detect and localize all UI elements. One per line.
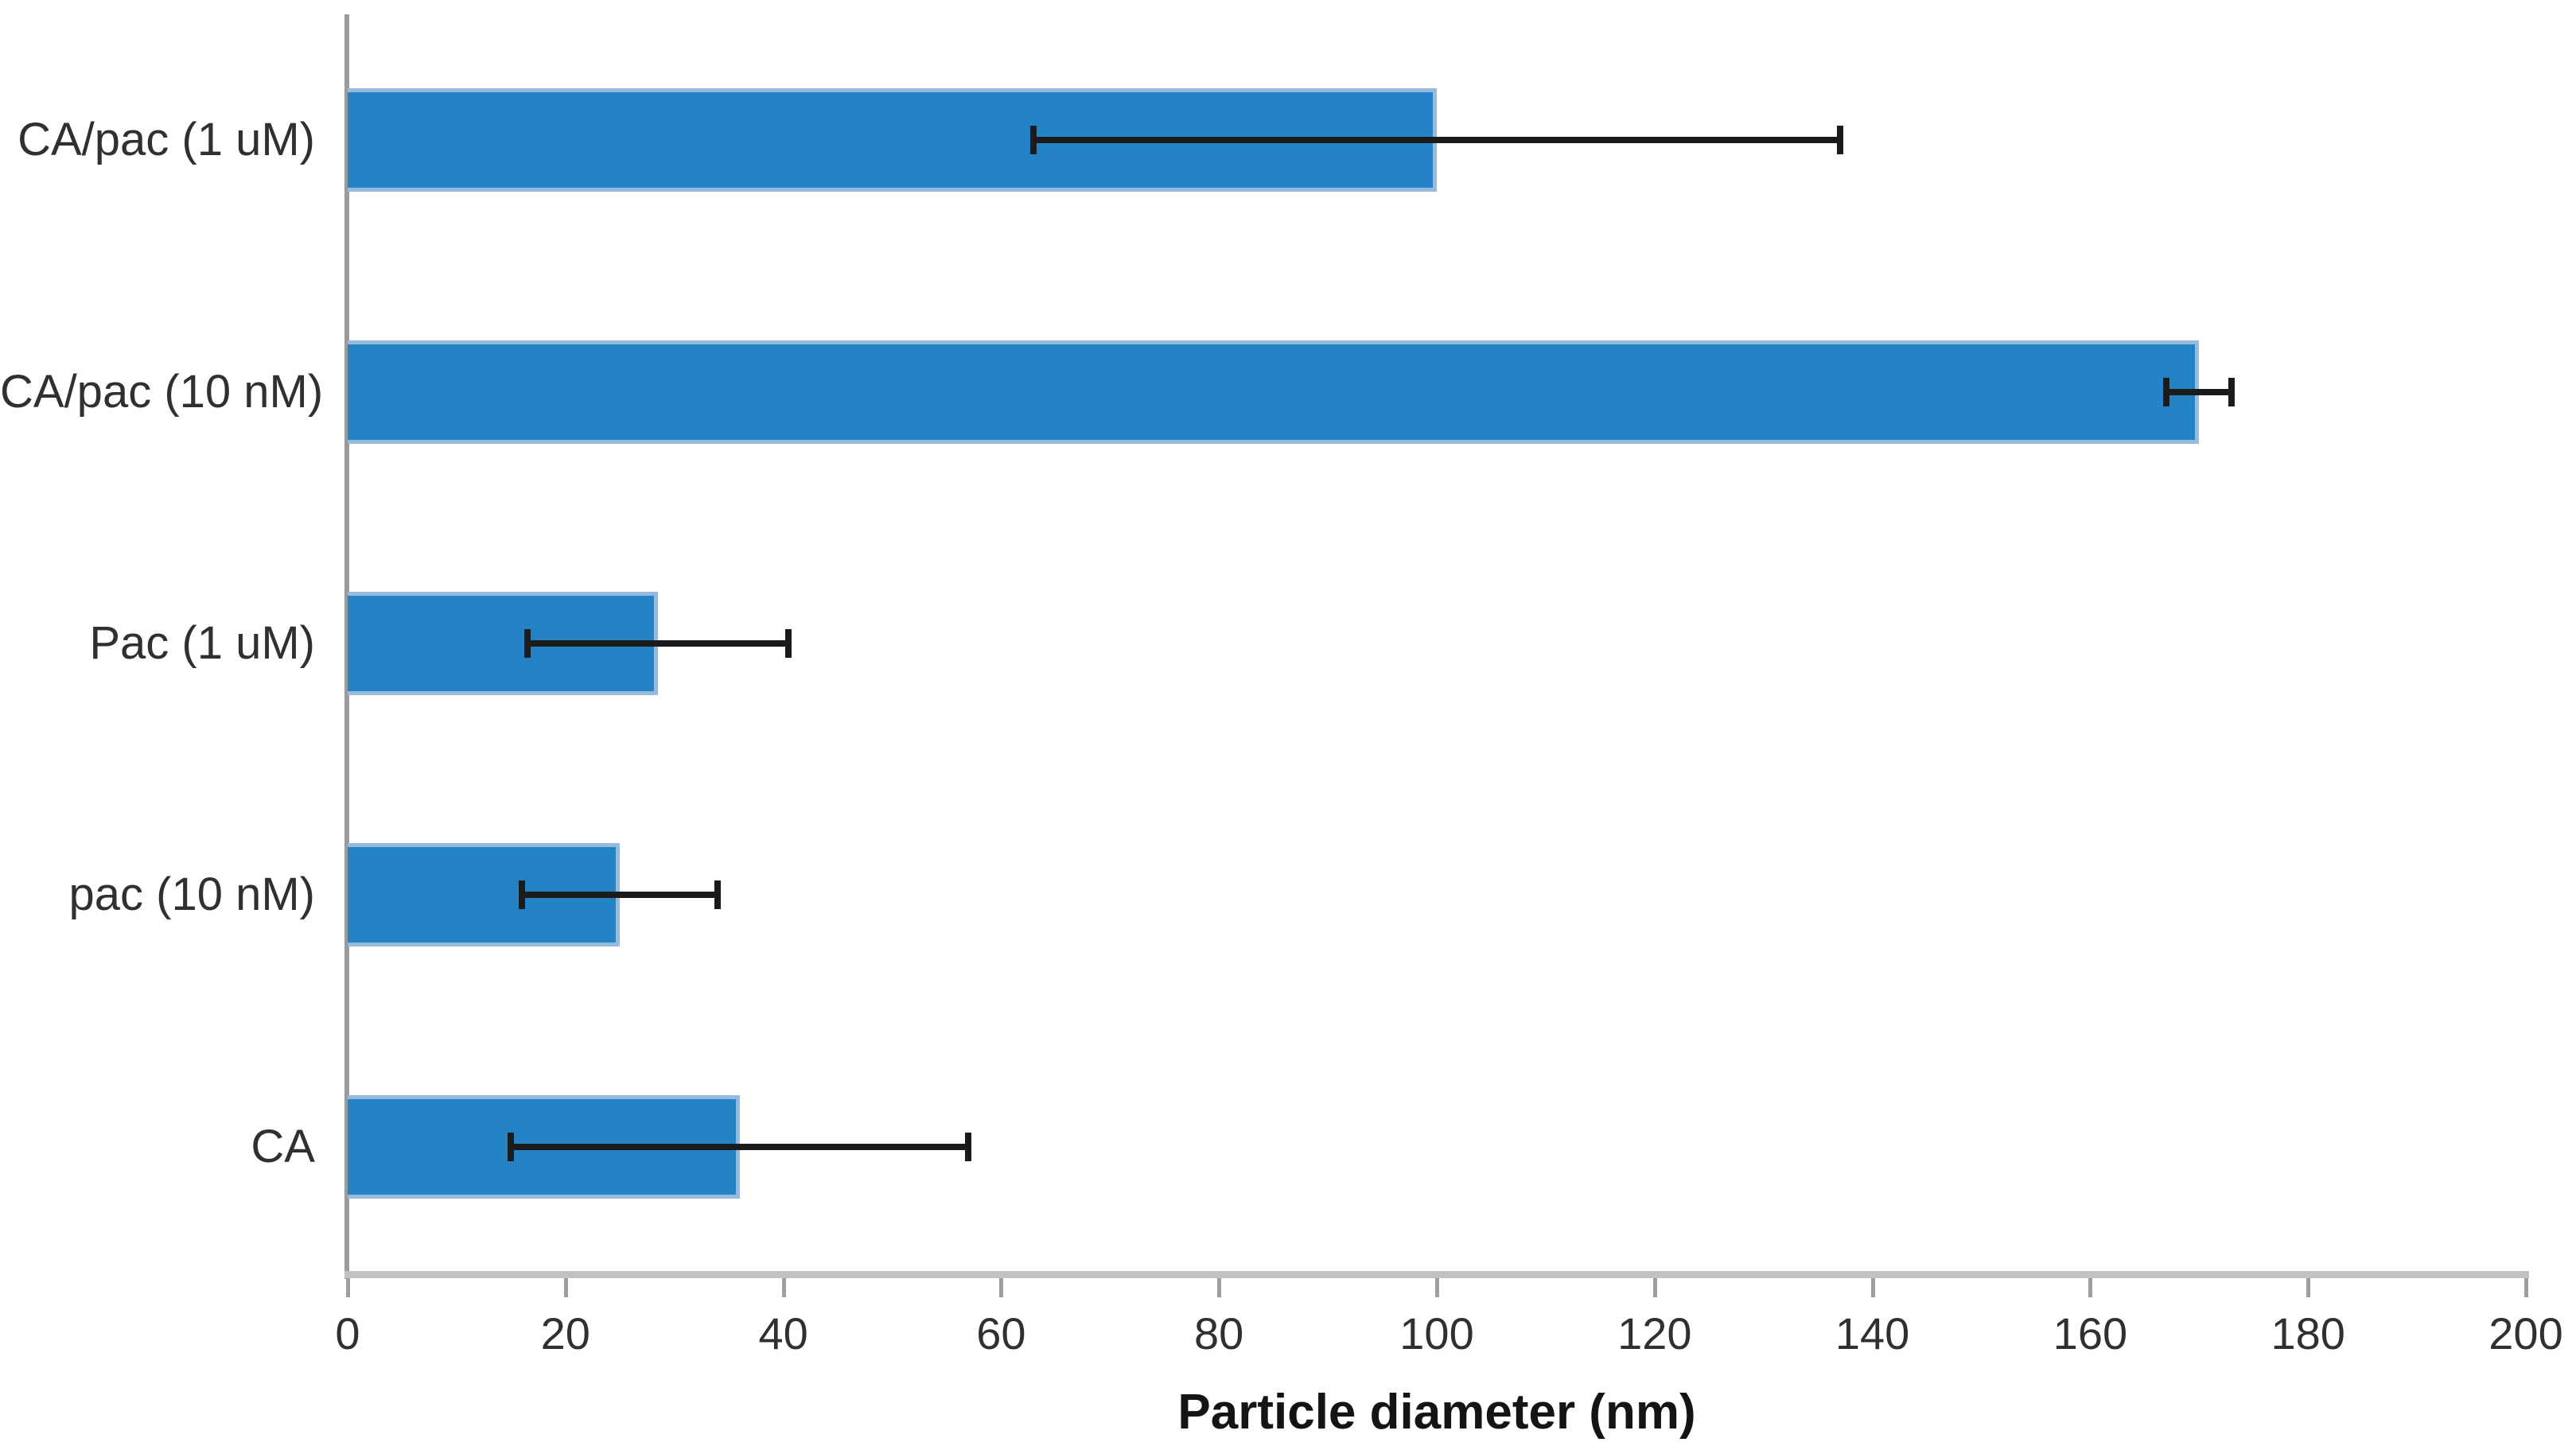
x-tick-label: 120	[1617, 1308, 1692, 1358]
x-tick-label: 0	[335, 1308, 360, 1358]
x-tick-mark	[2088, 1278, 2093, 1297]
category-label: CA	[251, 1120, 315, 1172]
error-bar	[2166, 388, 2232, 395]
x-tick-mark	[1435, 1278, 1439, 1297]
error-bar-cap	[2228, 377, 2236, 406]
error-bar-cap	[523, 629, 531, 658]
error-bar	[511, 1143, 969, 1150]
error-bar-cap	[1836, 126, 1843, 155]
x-tick-label: 60	[976, 1308, 1026, 1358]
x-tick-label: 160	[2053, 1308, 2128, 1358]
error-bar-cap	[714, 880, 722, 910]
error-bar	[522, 892, 718, 899]
x-tick-label: 200	[2488, 1308, 2563, 1358]
x-tick-label: 80	[1194, 1308, 1244, 1358]
category-label: pac (10 nM)	[68, 869, 315, 921]
x-tick-mark	[1217, 1278, 1222, 1297]
x-tick-mark	[1870, 1278, 1875, 1297]
x-tick-mark	[563, 1278, 568, 1297]
error-bar-cap	[785, 629, 792, 658]
category-label: CA/pac (10 nM)	[0, 365, 324, 418]
bar	[348, 340, 2200, 444]
error-bar	[1033, 137, 1840, 144]
x-tick-mark	[2306, 1278, 2311, 1297]
error-bar	[527, 640, 789, 647]
category-label: Pac (1 uM)	[89, 617, 315, 669]
error-bar-cap	[2163, 377, 2170, 406]
x-tick-mark	[346, 1278, 350, 1297]
x-axis-line	[344, 1271, 2529, 1278]
x-axis-title: Particle diameter (nm)	[1177, 1385, 1696, 1440]
error-bar-cap	[1030, 126, 1037, 155]
x-tick-label: 140	[1835, 1308, 1910, 1358]
x-tick-mark	[781, 1278, 786, 1297]
x-tick-mark	[2524, 1278, 2528, 1297]
error-bar-cap	[965, 1132, 972, 1161]
x-tick-label: 180	[2271, 1308, 2345, 1358]
x-tick-mark	[1652, 1278, 1657, 1297]
x-tick-label: 20	[540, 1308, 590, 1358]
x-tick-label: 40	[758, 1308, 808, 1358]
category-label: CA/pac (1 uM)	[18, 114, 315, 166]
y-axis-line	[344, 14, 349, 1279]
x-tick-mark	[999, 1278, 1004, 1297]
error-bar-cap	[508, 1132, 515, 1161]
x-tick-label: 100	[1399, 1308, 1474, 1358]
error-bar-cap	[519, 880, 526, 910]
